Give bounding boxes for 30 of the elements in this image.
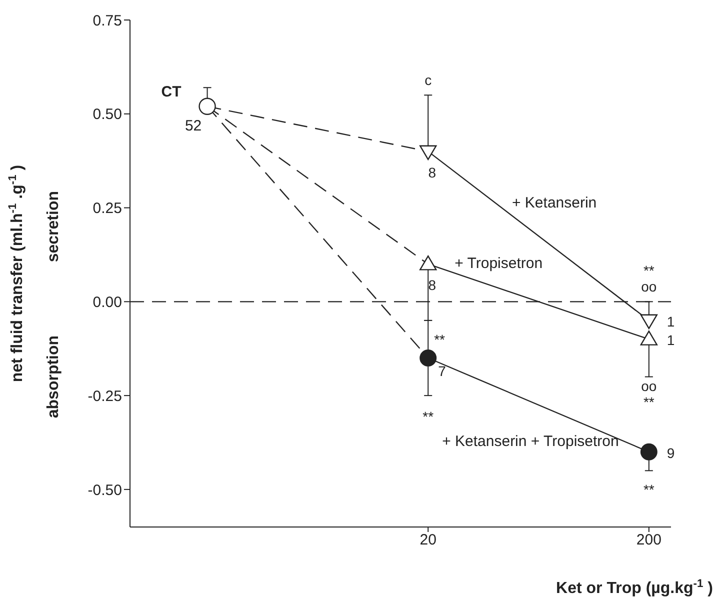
- y-tick-label: 0.00: [92, 294, 122, 311]
- y-tick-label: 0.50: [92, 106, 122, 124]
- x-axis-title: Ket or Trop (µg.kg$^{-1}$): [556, 578, 713, 597]
- annotation: oo: [641, 378, 657, 394]
- annotation: oo: [641, 278, 657, 295]
- annotation: 7: [438, 363, 446, 379]
- series-label: + Ketanserin + Tropisetron: [442, 433, 619, 450]
- annotation: **: [434, 331, 446, 348]
- annotation: 8: [428, 164, 436, 180]
- annotation: **: [643, 482, 655, 498]
- y-tick-label: 0.75: [92, 12, 122, 30]
- y-tick-label: -0.25: [88, 388, 122, 405]
- annotation: 52: [184, 117, 202, 134]
- x-tick-label: 20: [420, 532, 436, 549]
- text: absorption: [45, 335, 62, 418]
- annotation: 1: [666, 332, 675, 348]
- annotation: **: [643, 262, 655, 279]
- annotation: **: [422, 408, 434, 425]
- annotation: 9: [666, 444, 675, 461]
- y-tick-label: -0.50: [88, 482, 122, 499]
- annotation: c: [424, 72, 432, 88]
- series-label: + Ketanserin: [512, 194, 597, 212]
- y-tick-label: 0.25: [92, 200, 122, 218]
- annotation: 8: [428, 277, 436, 294]
- x-tick-label: 200: [636, 532, 662, 549]
- annotation: CT: [161, 83, 182, 100]
- annotation: 1: [666, 313, 675, 330]
- series-label: + Tropisetron: [454, 255, 543, 272]
- annotation: **: [643, 394, 655, 410]
- text: secretion: [45, 190, 62, 262]
